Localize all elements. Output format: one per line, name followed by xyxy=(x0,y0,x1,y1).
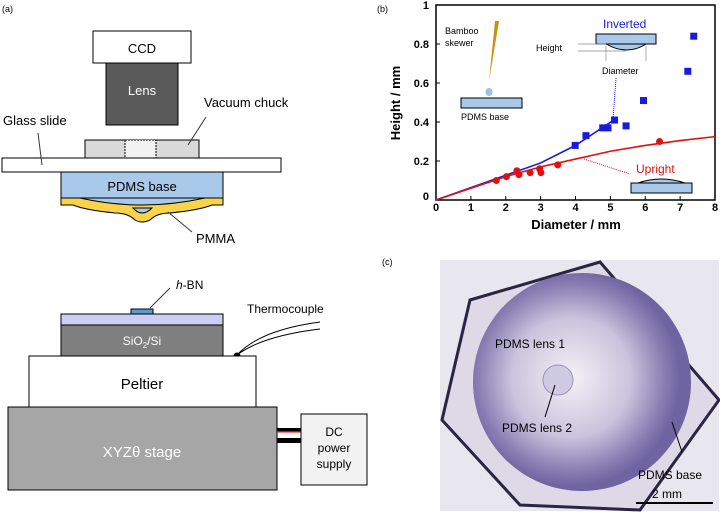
thermocouple-label: Thermocouple xyxy=(247,302,324,316)
inverted-point xyxy=(690,32,698,40)
pmma-label: PMMA xyxy=(196,231,235,246)
inverted-fit-line xyxy=(435,119,615,201)
scale-label: 2 mm xyxy=(652,487,682,501)
y-tick-label: 0.8 xyxy=(414,39,429,51)
upright-point xyxy=(502,173,510,181)
microscope-photo xyxy=(440,260,720,512)
upright-fit-line xyxy=(435,135,716,201)
arrow-line xyxy=(544,384,556,418)
leader-line xyxy=(37,132,43,166)
upright-lens xyxy=(637,178,686,184)
y-tick-label: 0.6 xyxy=(414,78,429,90)
hbn-flake xyxy=(130,308,154,315)
bamboo-skewer-icon xyxy=(489,21,499,81)
x-tick-label: 3 xyxy=(538,202,544,214)
panel-c-label: (c) xyxy=(382,257,393,267)
height-label: Height xyxy=(536,43,563,53)
pdms-base xyxy=(60,171,224,199)
lens-label: Lens xyxy=(128,83,157,98)
chart: (b) Diameter / mm Height / mm 0 1 2 3 4 5 6 7 8 0… xyxy=(377,0,718,232)
inverted-label: Inverted xyxy=(603,17,646,31)
inverted-point xyxy=(582,132,590,140)
bamboo-label: skewer xyxy=(445,38,474,48)
upright-point xyxy=(526,169,534,177)
cable-black xyxy=(277,438,301,443)
pdms-base-inset-label: PDMS base xyxy=(461,112,509,122)
dc-label: power xyxy=(318,441,351,455)
ccd-label: CCD xyxy=(128,41,156,56)
y-tick-label: 0.2 xyxy=(414,156,429,168)
cable-red xyxy=(277,431,301,433)
upright-inset xyxy=(630,182,693,194)
dc-label: supply xyxy=(317,457,352,471)
vacuum-chuck-label: Vacuum chuck xyxy=(204,95,289,110)
inverted-point xyxy=(599,124,607,132)
inverted-point xyxy=(611,116,619,124)
inverted-inset xyxy=(595,33,657,45)
glass-slide xyxy=(1,157,282,173)
cable xyxy=(277,428,301,431)
pdms-lens-small xyxy=(131,207,154,214)
x-axis-label: Diameter / mm xyxy=(531,217,621,232)
lens1-label: PDMS lens 1 xyxy=(495,337,565,351)
leader-line xyxy=(187,116,207,146)
xyz-stage xyxy=(7,406,278,491)
callout-line xyxy=(583,158,631,175)
upright-point xyxy=(656,138,664,145)
x-tick-label: 5 xyxy=(607,202,613,214)
peltier xyxy=(28,355,257,408)
bamboo-label: Bamboo xyxy=(445,26,479,36)
upright-point xyxy=(554,161,562,169)
ccd-box xyxy=(92,30,192,64)
y-tick-label: 0 xyxy=(423,191,429,203)
inverted-point xyxy=(640,97,648,105)
thermocouple-wire xyxy=(236,321,321,356)
upright-point xyxy=(515,171,523,179)
y-tick-label: 0.4 xyxy=(414,117,430,129)
glass-slide-label: Glass slide xyxy=(3,113,67,128)
sio2-label: SiO2/Si xyxy=(123,334,161,350)
droplet-icon xyxy=(485,88,493,96)
lens2-label: PDMS lens 2 xyxy=(502,421,572,435)
pdms-base-label: PDMS base xyxy=(107,179,176,194)
stage-label: XYZθ stage xyxy=(103,444,181,461)
x-tick-label: 4 xyxy=(572,202,579,214)
upright-point xyxy=(537,169,545,177)
inverted-point xyxy=(571,141,579,149)
x-tick-label: 6 xyxy=(642,202,648,214)
lens-box xyxy=(105,62,179,126)
panel-b-label: (b) xyxy=(377,4,388,14)
inverted-point xyxy=(684,67,692,75)
dc-label: DC xyxy=(325,425,343,439)
inverted-point xyxy=(604,124,612,132)
x-tick-label: 7 xyxy=(677,202,683,214)
upright-label: Upright xyxy=(636,162,675,176)
leader-line xyxy=(149,287,171,309)
leader-line xyxy=(671,421,683,453)
peltier-label: Peltier xyxy=(121,376,164,393)
x-tick-label: 1 xyxy=(468,202,474,214)
y-axis-label: Height / mm xyxy=(388,66,403,140)
leader-line xyxy=(167,211,193,233)
hbn-label: h-BN xyxy=(176,278,203,292)
x-tick-label: 2 xyxy=(503,202,509,214)
upright-point xyxy=(492,177,500,184)
pdms-base-inset xyxy=(460,97,523,109)
sio2-layer xyxy=(60,313,224,326)
inverted-lens xyxy=(604,43,648,51)
y-tick-label: 1 xyxy=(423,0,429,12)
inverted-point xyxy=(622,122,630,130)
callout-line xyxy=(612,77,617,121)
dc-power-supply xyxy=(300,413,368,486)
pdms-lens xyxy=(79,197,206,206)
vacuum-hole xyxy=(124,139,157,159)
diameter-label: Diameter xyxy=(602,66,639,76)
panel-a-label: (a) xyxy=(2,4,13,14)
base-label: PDMS base xyxy=(638,468,702,482)
x-tick-label: 0 xyxy=(433,202,439,214)
x-tick-label: 8 xyxy=(712,202,718,214)
